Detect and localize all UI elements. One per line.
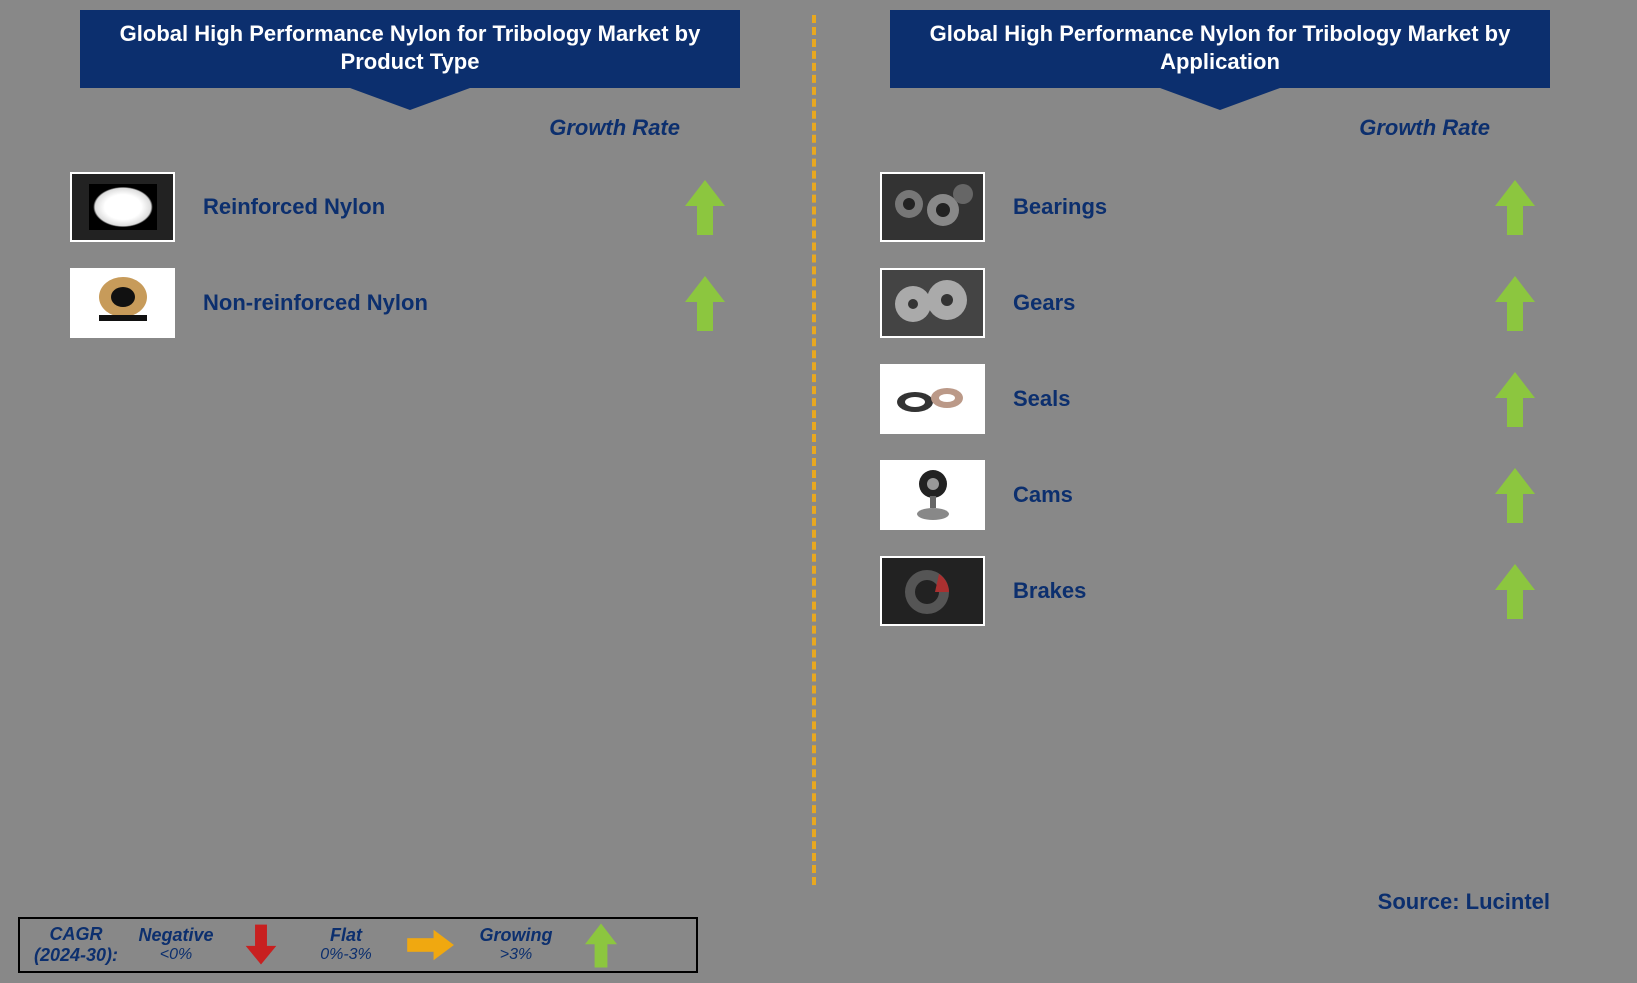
legend-flat-block: Flat 0%-3%: [296, 926, 396, 963]
legend-cagr-line2: (2024-30):: [34, 945, 118, 965]
list-item: Gears: [880, 256, 1560, 350]
application-panel: Global High Performance Nylon for Tribol…: [830, 10, 1610, 970]
arrow-right-icon: [407, 930, 455, 961]
bearings-image-icon: [880, 172, 985, 242]
legend-flat-icon: [396, 927, 466, 963]
gears-image-icon: [880, 268, 985, 338]
growth-indicator: [1470, 180, 1560, 235]
legend-flat-range: 0%-3%: [320, 946, 372, 964]
arrow-down-icon: [246, 925, 277, 966]
growth-indicator: [660, 276, 750, 331]
growth-indicator: [1470, 564, 1560, 619]
arrow-up-icon: [1495, 564, 1535, 619]
arrow-up-icon: [1495, 468, 1535, 523]
arrow-up-icon: [685, 180, 725, 235]
list-item: Cams: [880, 448, 1560, 542]
legend-cagr-line1: CAGR: [50, 924, 103, 944]
arrow-up-icon: [1495, 372, 1535, 427]
nylon-spool-icon: [70, 268, 175, 338]
arrow-up-icon: [1495, 180, 1535, 235]
item-label: Bearings: [985, 194, 1470, 220]
arrow-up-icon: [585, 923, 617, 967]
center-divider: [812, 15, 816, 885]
legend-negative-range: <0%: [160, 946, 192, 964]
brakes-image-icon: [880, 556, 985, 626]
legend-growing-icon: [566, 918, 636, 973]
reinforced-nylon-pellets-icon: [70, 172, 175, 242]
source-label: Source: Lucintel: [1378, 889, 1550, 915]
item-label: Non-reinforced Nylon: [175, 290, 660, 316]
product-type-panel: Global High Performance Nylon for Tribol…: [20, 10, 800, 970]
list-item: Bearings: [880, 160, 1560, 254]
cam-image-icon: [880, 460, 985, 530]
legend-flat-label: Flat: [330, 926, 362, 946]
growth-indicator: [660, 180, 750, 235]
list-item: Reinforced Nylon: [70, 160, 750, 254]
growth-indicator: [1470, 468, 1560, 523]
product-type-banner: Global High Performance Nylon for Tribol…: [80, 10, 740, 88]
growth-rate-heading-right: Growth Rate: [1359, 115, 1490, 141]
item-label: Brakes: [985, 578, 1470, 604]
list-item: Non-reinforced Nylon: [70, 256, 750, 350]
product-type-items: Reinforced Nylon Non-reinforced Nylon: [70, 160, 750, 352]
item-label: Seals: [985, 386, 1470, 412]
list-item: Brakes: [880, 544, 1560, 638]
list-item: Seals: [880, 352, 1560, 446]
growth-indicator: [1470, 372, 1560, 427]
legend-negative-label: Negative: [138, 926, 213, 946]
legend-growing-label: Growing: [480, 926, 553, 946]
legend-growing-range: >3%: [500, 946, 532, 964]
item-label: Gears: [985, 290, 1470, 316]
growth-rate-heading-left: Growth Rate: [549, 115, 680, 141]
arrow-up-icon: [1495, 276, 1535, 331]
growth-indicator: [1470, 276, 1560, 331]
legend-negative-icon: [226, 921, 296, 969]
legend-cagr-label: CAGR (2024-30):: [26, 924, 126, 965]
item-label: Cams: [985, 482, 1470, 508]
legend-growing-block: Growing >3%: [466, 926, 566, 963]
arrow-up-icon: [685, 276, 725, 331]
cagr-legend: CAGR (2024-30): Negative <0% Flat 0%-3% …: [18, 917, 698, 973]
item-label: Reinforced Nylon: [175, 194, 660, 220]
application-title: Global High Performance Nylon for Tribol…: [930, 21, 1511, 74]
product-type-title: Global High Performance Nylon for Tribol…: [120, 21, 701, 74]
legend-negative-block: Negative <0%: [126, 926, 226, 963]
application-items: Bearings Gears Seals Cams: [880, 160, 1560, 640]
seals-image-icon: [880, 364, 985, 434]
application-banner: Global High Performance Nylon for Tribol…: [890, 10, 1550, 88]
